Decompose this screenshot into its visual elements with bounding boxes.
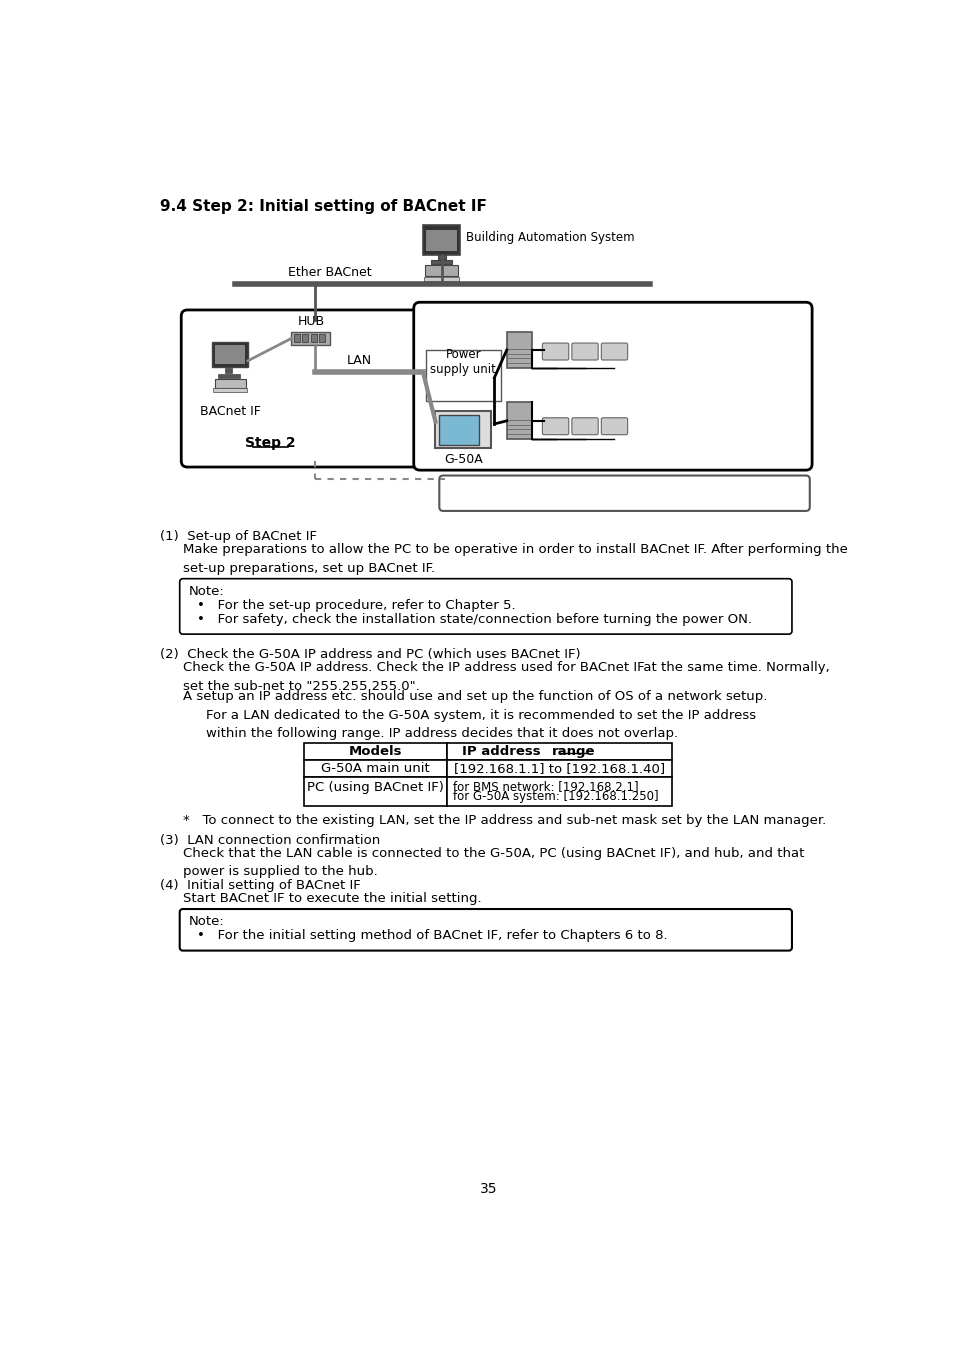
Bar	[425, 265, 457, 276]
Bar	[447, 777, 671, 805]
Text: for BMS network: [192.168.2.1]: for BMS network: [192.168.2.1]	[453, 780, 639, 793]
Text: 35: 35	[479, 1182, 497, 1197]
Bar	[303, 743, 447, 759]
FancyBboxPatch shape	[600, 417, 627, 435]
Text: HUB: HUB	[297, 315, 325, 327]
Text: Ether BACnet: Ether BACnet	[288, 266, 372, 280]
Bar	[218, 374, 240, 378]
Bar	[506, 331, 531, 369]
Text: Check the G-50A IP address. Check the IP address used for BACnet IFat the same t: Check the G-50A IP address. Check the IP…	[183, 661, 829, 693]
Text: for G-50A system: [192.168.1.250]: for G-50A system: [192.168.1.250]	[453, 790, 659, 804]
Bar	[224, 367, 233, 373]
Text: Step 2: Step 2	[245, 436, 295, 450]
Bar	[215, 346, 245, 363]
Bar	[311, 334, 316, 342]
Text: LAN: LAN	[347, 354, 372, 367]
Bar	[302, 334, 308, 342]
Bar	[506, 403, 531, 439]
FancyBboxPatch shape	[179, 578, 791, 634]
Text: Models: Models	[348, 744, 402, 758]
Text: [192.168.1.1] to [192.168.1.40]: [192.168.1.1] to [192.168.1.40]	[454, 762, 664, 775]
FancyBboxPatch shape	[179, 909, 791, 951]
Text: range: range	[551, 744, 595, 758]
Text: Start BACnet IF to execute the initial setting.: Start BACnet IF to execute the initial s…	[183, 892, 481, 905]
Bar	[447, 743, 671, 759]
Text: G-50A main unit: G-50A main unit	[320, 762, 429, 775]
Text: Check that the LAN cable is connected to the G-50A, PC (using BACnet IF), and hu: Check that the LAN cable is connected to…	[183, 847, 803, 878]
Bar	[423, 277, 459, 281]
FancyBboxPatch shape	[571, 417, 598, 435]
Text: (3)  LAN connection confirmation: (3) LAN connection confirmation	[159, 834, 379, 847]
FancyBboxPatch shape	[414, 303, 811, 470]
Text: G-50A: G-50A	[443, 453, 482, 466]
Text: Building Automation System: Building Automation System	[465, 231, 634, 245]
Text: A setup an IP address etc. should use and set up the function of OS of a network: A setup an IP address etc. should use an…	[183, 690, 766, 704]
Text: Power
supply unit: Power supply unit	[430, 349, 496, 377]
FancyBboxPatch shape	[426, 350, 500, 401]
Text: •   For the set-up procedure, refer to Chapter 5.: • For the set-up procedure, refer to Cha…	[196, 598, 515, 612]
Bar	[438, 416, 478, 444]
Text: BACnet IF: BACnet IF	[199, 405, 260, 417]
Text: Note:: Note:	[189, 915, 225, 928]
Bar	[426, 230, 456, 251]
FancyBboxPatch shape	[181, 309, 420, 467]
Text: Note:: Note:	[189, 585, 225, 598]
Text: *   To connect to the existing LAN, set the IP address and sub-net mask set by t: * To connect to the existing LAN, set th…	[183, 813, 825, 827]
Bar	[437, 254, 445, 259]
Bar	[303, 759, 447, 777]
Text: (2)  Check the G-50A IP address and PC (which uses BACnet IF): (2) Check the G-50A IP address and PC (w…	[159, 648, 579, 661]
FancyBboxPatch shape	[542, 417, 568, 435]
Text: (4)  Initial setting of BACnet IF: (4) Initial setting of BACnet IF	[159, 880, 360, 892]
Bar	[212, 342, 248, 367]
FancyBboxPatch shape	[571, 343, 598, 359]
Text: 9.4 Step 2: Initial setting of BACnet IF: 9.4 Step 2: Initial setting of BACnet IF	[159, 199, 486, 213]
Text: IP address: IP address	[462, 744, 545, 758]
Text: •   For safety, check the installation state/connection before turning the power: • For safety, check the installation sta…	[196, 613, 751, 627]
Bar	[294, 334, 299, 342]
FancyBboxPatch shape	[439, 476, 809, 511]
Bar	[447, 759, 671, 777]
Bar	[213, 389, 247, 392]
Bar	[214, 380, 245, 389]
FancyBboxPatch shape	[542, 343, 568, 359]
Text: For a LAN dedicated to the G-50A system, it is recommended to set the IP address: For a LAN dedicated to the G-50A system,…	[206, 709, 756, 740]
Bar	[431, 259, 452, 263]
Bar	[291, 332, 330, 345]
Text: PC (using BACnet IF): PC (using BACnet IF)	[307, 781, 443, 794]
Text: Make preparations to allow the PC to be operative in order to install BACnet IF.: Make preparations to allow the PC to be …	[183, 543, 847, 574]
Bar	[303, 777, 447, 805]
FancyBboxPatch shape	[600, 343, 627, 359]
Bar	[319, 334, 325, 342]
Bar	[435, 411, 491, 447]
Text: (1)  Set-up of BACnet IF: (1) Set-up of BACnet IF	[159, 530, 316, 543]
Text: •   For the initial setting method of BACnet IF, refer to Chapters 6 to 8.: • For the initial setting method of BACn…	[196, 929, 667, 942]
Bar	[422, 226, 459, 254]
